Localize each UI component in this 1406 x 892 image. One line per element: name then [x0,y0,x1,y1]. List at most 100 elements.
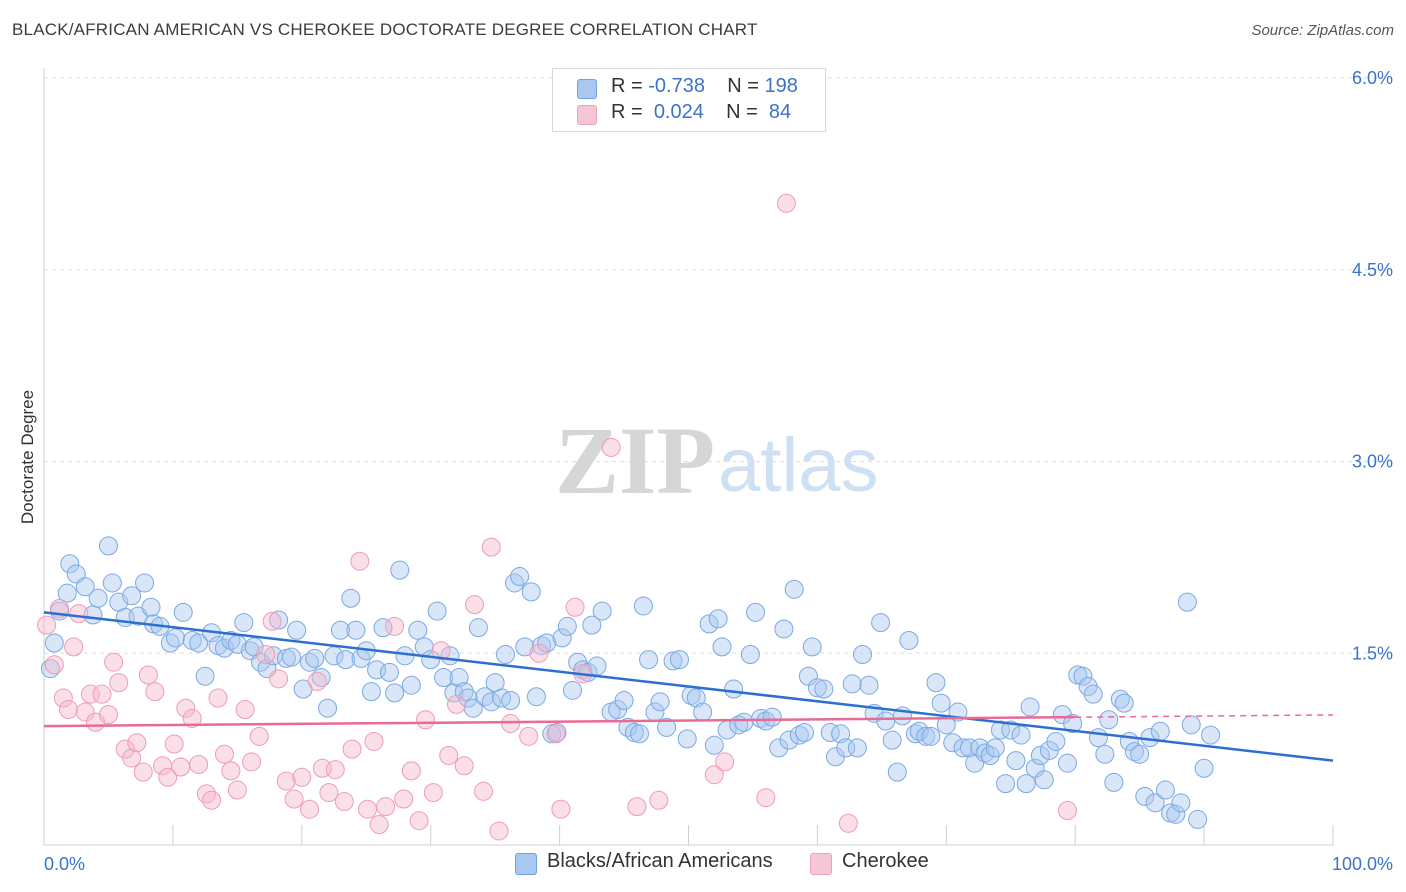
point-blacks [769,738,789,758]
point-blacks [1046,731,1066,751]
point-blacks [444,683,464,703]
point-cherokee [269,669,289,689]
point-cherokee [431,641,451,661]
y-tick-label: 6.0% [1352,68,1393,88]
point-cherokee [519,726,539,746]
point-blacks [57,583,77,603]
point-cherokee [92,684,112,704]
point-blacks [657,717,677,737]
point-blacks [195,666,215,686]
point-cherokee [481,537,501,557]
point-cherokee [109,673,129,693]
point-blacks [1110,689,1130,709]
legend-row-cherokee: R = 0.024 N = 84 [577,101,791,127]
point-blacks [1188,809,1208,829]
point-cherokee [196,784,216,804]
legend-row-blacks: R = -0.738 N = 198 [577,75,798,101]
point-blacks [831,724,851,744]
point-cherokee [127,733,147,753]
point-blacks [774,619,794,639]
point-blacks [847,738,867,758]
point-blacks [996,774,1016,794]
point-cherokee [489,821,509,841]
point-cherokee [214,744,234,764]
point-blacks [990,720,1010,740]
point-cherokee [221,761,241,781]
point-blacks [1194,758,1214,778]
point-cherokee [446,694,466,714]
point-blacks [899,630,919,650]
point-cherokee [501,714,521,734]
bottom-legend-swatch-blacks [515,853,537,875]
point-blacks [385,683,405,703]
point-blacks [379,662,399,682]
point-blacks [234,613,254,633]
point-blacks [965,753,985,773]
chart-title: BLACK/AFRICAN AMERICAN VS CHEROKEE DOCTO… [12,20,758,39]
point-cherokee [325,760,345,780]
legend-text-blacks: R = -0.738 N = 198 [611,75,798,97]
point-cherokee [416,710,436,730]
point-blacks [401,675,421,695]
point-cherokee [80,684,100,704]
legend-r-cherokee: 0.024 [653,101,704,123]
point-blacks [547,723,567,743]
point-blacks [427,601,447,621]
point-cherokee [145,682,165,702]
point-cherokee [319,783,339,803]
point-blacks [408,620,428,640]
point-cherokee [138,665,158,685]
point-blacks [699,614,719,634]
point-blacks [98,536,118,556]
chart-source: Source: ZipAtlas.com [1251,22,1394,39]
point-cherokee [465,595,485,615]
point-blacks [1166,804,1186,824]
point-blacks [102,573,122,593]
point-blacks [909,721,929,741]
y-tick-label: 3.0% [1352,452,1393,472]
point-cherokee [474,781,494,801]
point-blacks [789,725,809,745]
point-cherokee [838,813,858,833]
point-cherokee [334,792,354,812]
point-blacks [814,679,834,699]
point-cherokee [376,797,396,817]
point-blacks [926,673,946,693]
point-blacks [931,693,951,713]
point-blacks [501,691,521,711]
legend-text-cherokee: R = 0.024 N = 84 [611,101,792,123]
point-blacks [361,682,381,702]
point-cherokee [423,783,443,803]
point-blacks [75,577,95,597]
point-blacks [677,729,697,749]
point-blacks [434,668,454,688]
point-blacks [305,648,325,668]
point-cherokee [249,726,269,746]
point-blacks [820,723,840,743]
point-cherokee [369,815,389,835]
point-blacks [859,675,879,695]
point-blacks [390,560,410,580]
trendline-blacks [43,611,1334,762]
y-axis-label: Doctorate Degree [18,390,37,524]
point-blacks [693,702,713,722]
point-blacks [712,637,732,657]
point-blacks [141,597,161,617]
point-blacks [269,610,289,630]
point-blacks [40,659,60,679]
point-cherokee [58,699,78,719]
point-blacks [802,637,822,657]
point-cherokee [202,790,222,810]
bottom-legend-swatch-cherokee [810,853,832,875]
point-blacks [795,723,815,743]
point-blacks [495,645,515,665]
point-cherokee [756,788,776,808]
point-blacks [135,573,155,593]
point-cherokee [262,611,282,631]
point-blacks [504,573,524,593]
point-blacks [1057,753,1077,773]
point-blacks [985,738,1005,758]
point-blacks [807,678,827,698]
watermark-zip: ZIP [555,407,715,514]
point-cherokee [208,688,228,708]
